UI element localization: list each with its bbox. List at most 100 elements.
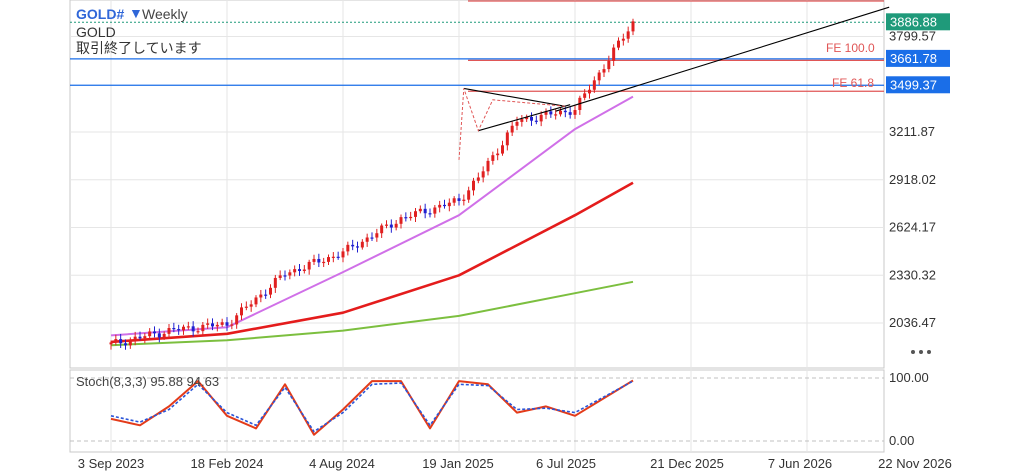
candle-body xyxy=(394,223,398,228)
trendline-1 xyxy=(463,87,566,107)
candle-body xyxy=(351,244,355,247)
candle-body xyxy=(496,153,500,156)
candle-body xyxy=(162,333,166,338)
candle-body xyxy=(225,322,229,326)
stoch-layer xyxy=(70,377,884,442)
fe-618-label: FE 61.8 xyxy=(832,76,874,90)
current-price-box xyxy=(886,13,950,31)
ma-layer xyxy=(110,95,634,347)
candle-body xyxy=(457,198,461,201)
more-dot-icon xyxy=(911,350,915,354)
trendline-3 xyxy=(555,6,890,112)
candle-body xyxy=(264,294,268,296)
current-price-label: 3886.88 xyxy=(890,14,937,29)
candle-body xyxy=(153,331,156,334)
candle-body xyxy=(273,277,277,288)
more-options-button[interactable] xyxy=(911,350,931,354)
candle-layer xyxy=(109,18,635,350)
price-tick-label: 2036.47 xyxy=(889,315,936,330)
fe-100-price-label: 3661.78 xyxy=(890,51,937,66)
candle-body xyxy=(385,224,388,226)
stochastic-label: Stoch(8,3,3) 95.88 94.63 xyxy=(76,374,219,389)
candle-body xyxy=(235,315,239,325)
candle-body xyxy=(331,256,335,258)
candle-body xyxy=(467,190,471,200)
date-tick-label: 3 Sep 2023 xyxy=(78,456,145,471)
candle-body xyxy=(433,207,437,214)
candle-body xyxy=(157,333,161,338)
fe-618-price-box xyxy=(886,76,950,94)
axis-layer: 3799.57 3211.87 2918.02 2624.17 2330.32 2036.… xyxy=(78,13,952,471)
candle-body xyxy=(124,343,127,346)
candle-body xyxy=(423,208,427,214)
candle-body xyxy=(472,180,475,191)
candle-body xyxy=(230,324,234,326)
candle-body xyxy=(389,224,393,228)
candle-body xyxy=(312,258,316,262)
candle-body xyxy=(293,269,297,273)
candle-body xyxy=(602,69,606,73)
candle-body xyxy=(138,336,142,339)
candle-body xyxy=(201,324,205,332)
candle-body xyxy=(491,155,495,161)
timeframe-label[interactable]: Weekly xyxy=(142,6,188,22)
candle-body xyxy=(133,336,137,341)
candle-body xyxy=(109,342,113,345)
candle-body xyxy=(288,272,292,276)
candle-body xyxy=(626,31,630,39)
candle-body xyxy=(563,110,567,113)
candle-body xyxy=(447,202,451,207)
fe-618-price-label: 3499.37 xyxy=(890,77,937,92)
candle-body xyxy=(206,323,210,325)
candle-body xyxy=(259,294,263,298)
candle-body xyxy=(612,47,616,61)
candle-body xyxy=(597,72,601,81)
candle-body xyxy=(510,125,514,133)
candle-body xyxy=(428,213,432,215)
candle-body xyxy=(148,331,152,337)
candle-body xyxy=(302,269,306,272)
candle-body xyxy=(544,111,548,115)
candle-body xyxy=(476,177,480,181)
candle-body xyxy=(356,246,359,248)
stoch-tick-0: 0.00 xyxy=(889,433,914,448)
candle-body xyxy=(172,328,176,330)
candle-body xyxy=(520,119,524,122)
candle-body xyxy=(592,80,596,90)
candle-body xyxy=(418,208,422,212)
candle-body xyxy=(186,326,190,328)
candle-body xyxy=(505,132,509,146)
candle-body xyxy=(607,60,611,70)
candle-body xyxy=(341,251,345,258)
stochastic-panel xyxy=(69,369,885,453)
candle-body xyxy=(360,241,364,248)
fe-zigzag-line xyxy=(458,88,566,160)
candle-body xyxy=(240,307,243,316)
candle-body xyxy=(317,258,321,263)
date-tick-label: 7 Jun 2026 xyxy=(768,456,832,471)
symbol-selector[interactable]: GOLD# xyxy=(76,6,124,22)
date-tick-label: 18 Feb 2024 xyxy=(190,456,263,471)
candle-body xyxy=(244,306,248,308)
candle-body xyxy=(501,145,504,154)
candle-body xyxy=(215,324,219,327)
trendline-2 xyxy=(478,104,571,132)
ma-mid-line xyxy=(110,181,634,344)
market-status: 取引終了しています xyxy=(76,40,202,56)
candle-body xyxy=(283,275,287,277)
date-tick-label: 4 Aug 2024 xyxy=(309,456,375,471)
candle-body xyxy=(119,339,123,344)
price-tick-label: 2330.32 xyxy=(889,267,936,282)
candle-body xyxy=(182,326,185,331)
candle-body xyxy=(114,339,118,343)
candle-body xyxy=(399,217,403,224)
price-tick-label: 3211.87 xyxy=(889,124,935,139)
candle-body xyxy=(559,110,562,115)
chevron-down-icon[interactable]: ▼ xyxy=(129,5,143,21)
candle-body xyxy=(530,116,533,121)
instrument-name: GOLD xyxy=(76,24,116,40)
price-panel xyxy=(69,0,885,369)
candle-body xyxy=(409,216,413,219)
fe-100-price-box xyxy=(886,49,950,67)
